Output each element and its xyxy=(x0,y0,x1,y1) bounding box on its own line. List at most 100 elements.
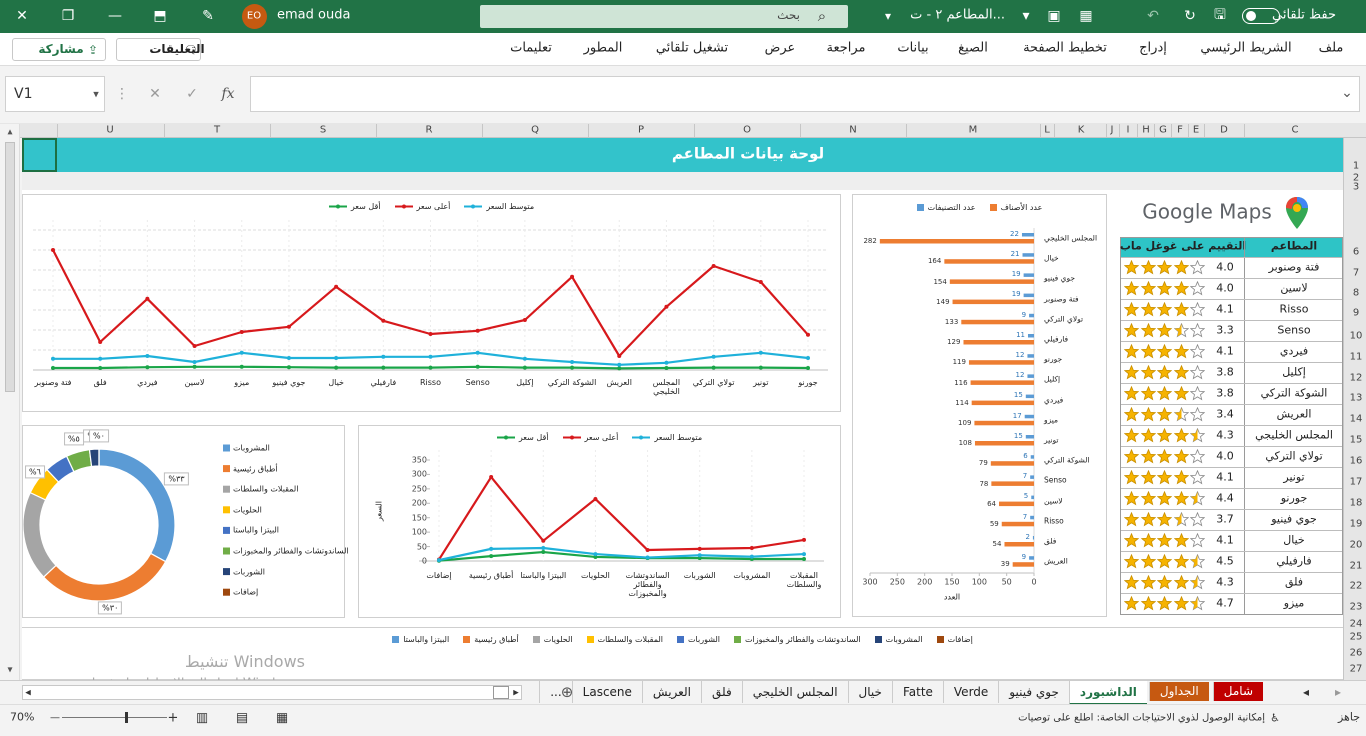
qat-icon[interactable]: ▦ xyxy=(1079,8,1093,24)
row-header[interactable]: 25 xyxy=(1349,631,1363,643)
column-header[interactable]: M xyxy=(968,124,978,136)
sheet-tab[interactable]: Verde xyxy=(942,681,998,703)
ribbon-tab[interactable]: الصيغ xyxy=(958,40,988,56)
column-header[interactable]: F xyxy=(1177,124,1183,136)
scroll-thumb[interactable] xyxy=(5,142,15,392)
formula-input[interactable]: ⌄ xyxy=(250,76,1360,112)
redo-icon[interactable]: ↻ xyxy=(1184,8,1196,24)
ribbon-tab[interactable]: إدراج xyxy=(1139,40,1167,56)
search-box[interactable]: بحث ⌕ xyxy=(480,5,848,28)
sheet-tab[interactable]: المجلس الخليجي xyxy=(741,681,848,703)
sheet-tab[interactable]: الداشبورد xyxy=(1068,681,1147,705)
column-header[interactable]: S xyxy=(319,124,327,136)
row-header[interactable]: 13 xyxy=(1349,392,1363,404)
row-header[interactable]: 2 xyxy=(1352,172,1360,184)
row-header[interactable]: 1 xyxy=(1352,160,1360,172)
column-header[interactable]: C xyxy=(1291,124,1299,136)
row-header[interactable]: 24 xyxy=(1349,618,1363,630)
save-icon[interactable]: 🖫 xyxy=(1214,7,1226,23)
sheet-tab[interactable]: جوي فينيو xyxy=(998,681,1069,703)
column-header[interactable]: H xyxy=(1142,124,1150,136)
h-scroll[interactable] xyxy=(22,685,522,700)
comments-button[interactable]: التعليقات 🗨 xyxy=(116,38,205,61)
row-header[interactable]: 19 xyxy=(1349,518,1363,530)
add-sheet[interactable]: ⊕ xyxy=(560,683,574,701)
view-page-break[interactable]: ▥ xyxy=(195,710,209,726)
ribbon-tab[interactable]: عرض xyxy=(764,40,796,56)
zoom-out[interactable]: — xyxy=(50,712,60,724)
column-header[interactable]: J xyxy=(1110,124,1114,136)
column-header[interactable]: D xyxy=(1220,124,1228,136)
sheet-tab[interactable]: شامل xyxy=(1212,682,1263,701)
row-header[interactable]: 26 xyxy=(1349,647,1363,659)
ribbon-display[interactable]: ⬒ xyxy=(153,8,167,24)
row-header[interactable]: 18 xyxy=(1349,497,1363,509)
row-header[interactable]: 3 xyxy=(1352,181,1360,193)
sheet-tab[interactable]: العريش xyxy=(641,681,701,703)
h-scroll-left[interactable]: ◂ xyxy=(25,685,31,699)
row-header[interactable]: 14 xyxy=(1349,413,1363,425)
undo-icon[interactable]: ↶ xyxy=(1147,8,1159,24)
zoom-thumb[interactable] xyxy=(125,712,128,723)
restore-button[interactable]: ❐ xyxy=(61,8,75,24)
ribbon-tab[interactable]: تشغيل تلقائي xyxy=(655,40,729,56)
row-header[interactable]: 17 xyxy=(1349,476,1363,488)
row-header[interactable]: 27 xyxy=(1349,663,1363,675)
tab-scroll-left[interactable]: ◂ xyxy=(1302,685,1310,699)
row-header[interactable]: 7 xyxy=(1352,267,1360,279)
zoom-in[interactable]: + xyxy=(167,710,179,726)
view-normal[interactable]: ▦ xyxy=(275,710,289,726)
column-header[interactable]: U xyxy=(106,124,114,136)
sheet-tab[interactable]: ... xyxy=(539,681,571,703)
column-header[interactable]: P xyxy=(637,124,645,136)
minimize-button[interactable]: — xyxy=(108,8,122,24)
view-page-layout[interactable]: ▤ xyxy=(235,710,249,726)
ribbon-tab[interactable]: الشريط الرئيسي xyxy=(1200,40,1292,56)
share-button[interactable]: مشاركة ⇪ xyxy=(12,38,106,61)
ribbon-tab[interactable]: بيانات xyxy=(897,40,929,56)
column-header[interactable]: O xyxy=(743,124,751,136)
zoom-level[interactable]: 70% xyxy=(10,710,35,724)
sheet-tab[interactable]: فلق xyxy=(700,681,742,703)
column-header[interactable]: K xyxy=(1077,124,1085,136)
scroll-down[interactable]: ▾ xyxy=(7,664,13,676)
h-scroll-right[interactable]: ▸ xyxy=(513,685,519,699)
row-header[interactable]: 16 xyxy=(1349,455,1363,467)
row-header[interactable]: 21 xyxy=(1349,560,1363,572)
file-menu[interactable]: ▾ xyxy=(884,9,892,23)
scroll-up[interactable]: ▴ xyxy=(7,126,13,138)
row-header[interactable]: 23 xyxy=(1349,601,1363,613)
column-header[interactable]: E xyxy=(1192,124,1200,136)
column-header[interactable]: Q xyxy=(531,124,539,136)
row-header[interactable]: 9 xyxy=(1352,307,1360,319)
row-header[interactable]: 15 xyxy=(1349,434,1363,446)
column-header[interactable]: T xyxy=(213,124,221,136)
accessibility-status[interactable]: إمكانية الوصول لذوي الاحتياجات الخاصة: ا… xyxy=(1018,712,1265,724)
qat-menu[interactable]: ▾ xyxy=(1022,8,1030,24)
h-scroll-thumb[interactable] xyxy=(493,686,509,699)
sheet-tab[interactable]: Lascene xyxy=(571,681,642,703)
row-header[interactable]: 12 xyxy=(1349,372,1363,384)
name-box[interactable]: V1 ▾ xyxy=(5,76,105,112)
column-header[interactable]: L xyxy=(1044,124,1050,136)
sheet-tab[interactable]: الجداول xyxy=(1148,682,1209,701)
ribbon-tab[interactable]: ملف xyxy=(1318,40,1344,56)
ribbon-tab[interactable]: تخطيط الصفحة xyxy=(1023,40,1107,56)
ribbon-tab[interactable]: المطور xyxy=(583,40,623,56)
pen-icon[interactable]: ✎ xyxy=(202,8,214,24)
row-header[interactable]: 6 xyxy=(1352,246,1360,258)
row-header[interactable]: 11 xyxy=(1349,351,1363,363)
autosave-toggle[interactable] xyxy=(1242,8,1280,24)
sheet-tab[interactable]: Fatte xyxy=(891,681,943,703)
row-header[interactable]: 22 xyxy=(1349,580,1363,592)
ribbon-tab[interactable]: مراجعة xyxy=(826,40,866,56)
row-header[interactable]: 20 xyxy=(1349,539,1363,551)
qat-icon[interactable]: ▣ xyxy=(1047,8,1061,24)
row-header[interactable]: 8 xyxy=(1352,287,1360,299)
tab-scroll-right[interactable]: ▸ xyxy=(1334,685,1342,699)
sheet-tab[interactable]: خيال xyxy=(847,681,892,703)
column-header[interactable]: R xyxy=(425,124,433,136)
row-header[interactable]: 10 xyxy=(1349,330,1363,342)
column-header[interactable]: G xyxy=(1159,124,1167,136)
column-header[interactable]: I xyxy=(1126,124,1130,136)
